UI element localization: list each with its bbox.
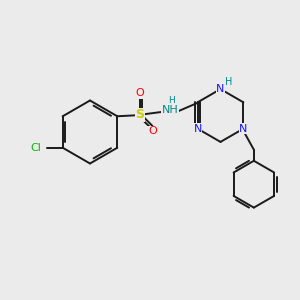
- Text: N: N: [194, 124, 202, 134]
- Text: NH: NH: [161, 105, 178, 115]
- Text: O: O: [135, 88, 144, 98]
- Text: N: N: [216, 84, 225, 94]
- Text: H: H: [168, 96, 175, 105]
- Text: N: N: [239, 124, 248, 134]
- Text: O: O: [148, 126, 157, 136]
- Text: H: H: [225, 76, 233, 87]
- Text: Cl: Cl: [31, 143, 42, 153]
- Text: S: S: [135, 108, 144, 121]
